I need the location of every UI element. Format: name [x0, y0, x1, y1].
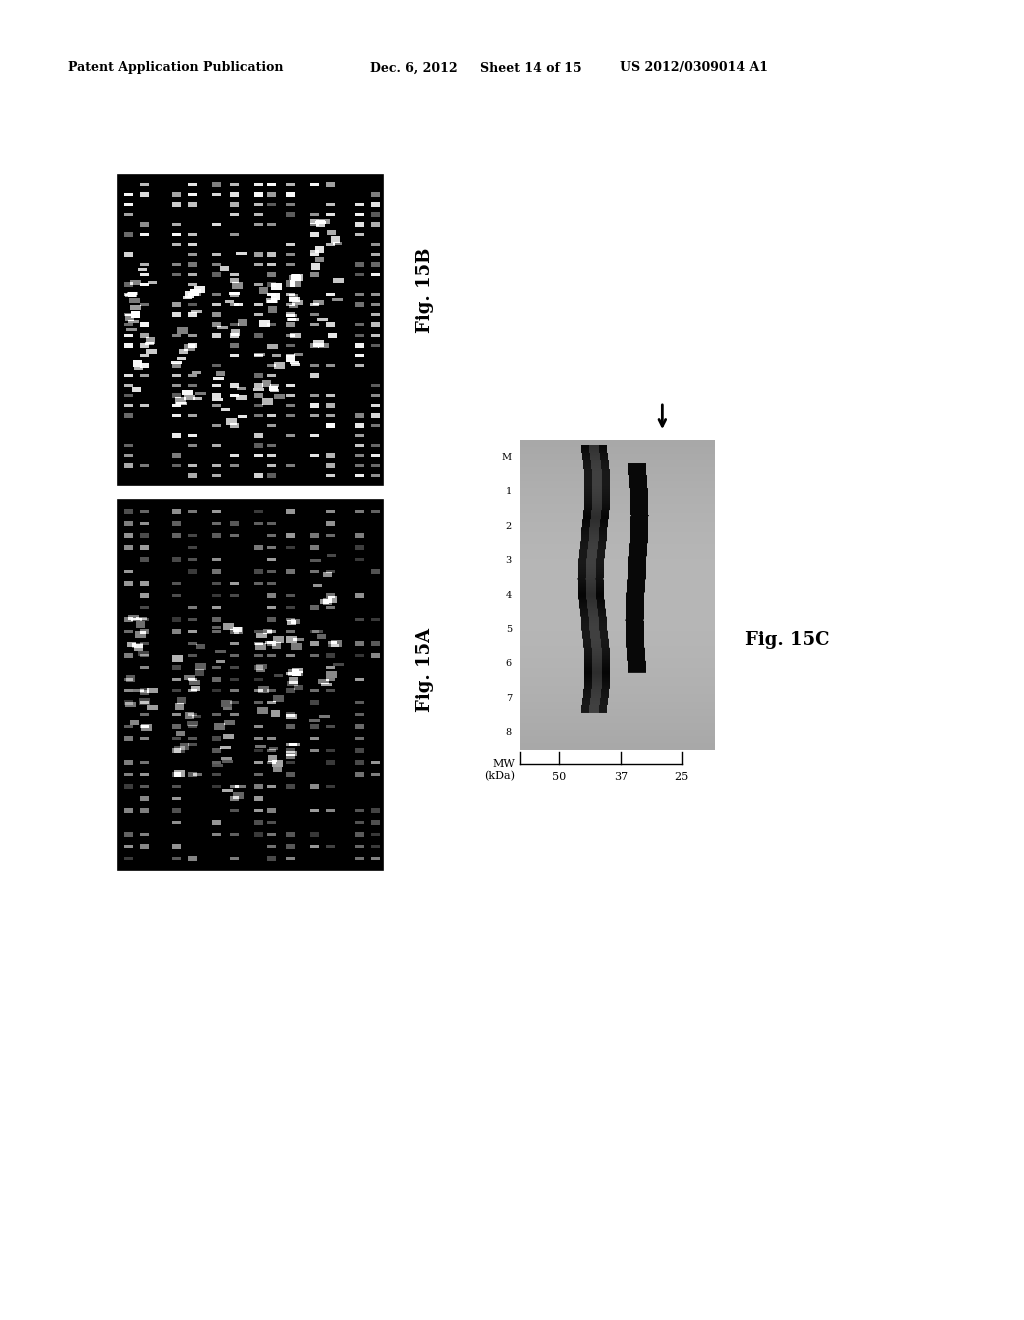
Text: 8: 8	[230, 822, 239, 828]
Text: 2: 2	[140, 822, 150, 828]
Text: 5: 5	[172, 824, 181, 828]
Text: Sheet 14 of 15: Sheet 14 of 15	[480, 62, 582, 74]
Text: 13: 13	[309, 442, 318, 453]
Text: M: M	[502, 453, 512, 462]
Text: 12: 12	[354, 820, 364, 830]
Bar	[118, 176, 383, 484]
Text: 50: 50	[552, 772, 566, 781]
Text: Dec. 6, 2012: Dec. 6, 2012	[370, 62, 458, 74]
Text: 7: 7	[506, 694, 512, 702]
Text: 3: 3	[506, 556, 512, 565]
Text: 7: 7	[212, 445, 220, 450]
Text: 5: 5	[172, 445, 181, 450]
Text: 11: 11	[286, 442, 295, 453]
Text: 9: 9	[254, 822, 263, 828]
Text: 5: 5	[506, 624, 512, 634]
Bar	[118, 500, 383, 870]
Text: 4: 4	[506, 590, 512, 599]
Text: US 2012/0309014 A1: US 2012/0309014 A1	[620, 62, 768, 74]
Text: 10: 10	[267, 820, 276, 830]
Text: 8: 8	[230, 445, 239, 450]
Text: 11: 11	[286, 820, 295, 830]
Text: Fig. 15A: Fig. 15A	[416, 628, 434, 711]
Text: 1: 1	[124, 822, 133, 828]
Text: 2: 2	[140, 445, 150, 450]
Text: 25: 25	[675, 772, 689, 781]
Text: 6: 6	[506, 660, 512, 668]
Text: 13: 13	[309, 820, 318, 830]
Text: 37: 37	[614, 772, 629, 781]
Text: 1: 1	[124, 445, 133, 450]
Text: 2: 2	[506, 521, 512, 531]
Text: 9: 9	[254, 445, 263, 450]
Text: MW: MW	[493, 759, 515, 770]
Text: 1: 1	[506, 487, 512, 496]
Text: 14: 14	[326, 442, 335, 453]
Text: 7: 7	[212, 822, 220, 828]
Text: Fig. 15C: Fig. 15C	[745, 631, 829, 649]
Text: Patent Application Publication: Patent Application Publication	[68, 62, 284, 74]
Text: 6: 6	[187, 445, 197, 450]
Text: Fig. 15B: Fig. 15B	[416, 247, 434, 333]
Text: 14: 14	[326, 820, 335, 830]
Text: 8: 8	[506, 729, 512, 738]
Text: 10: 10	[267, 442, 276, 453]
Text: 12: 12	[354, 442, 364, 453]
Text: 6: 6	[187, 822, 197, 828]
Text: (kDa): (kDa)	[484, 771, 515, 781]
